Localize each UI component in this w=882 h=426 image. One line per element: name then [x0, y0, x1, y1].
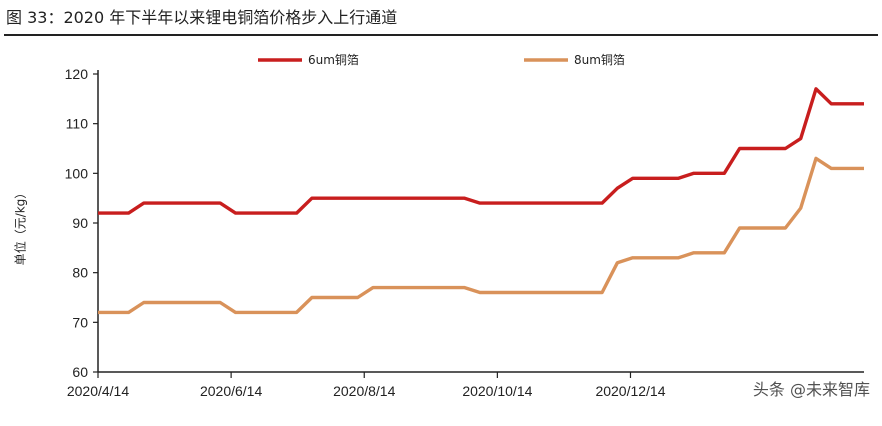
x-tick-label: 2020/10/14: [462, 383, 532, 399]
x-tick-label: 2020/6/14: [200, 383, 262, 399]
legend-label-6um: 6um铜箔: [308, 52, 359, 67]
y-tick-label: 100: [65, 165, 89, 181]
y-tick-label: 120: [65, 66, 89, 82]
title-rule: [4, 34, 878, 36]
x-tick-label: 2020/4/14: [67, 383, 129, 399]
x-tick-label: 2020/12/14: [595, 383, 665, 399]
series-line-6um: [98, 87, 864, 215]
watermark: 头条 @未来智库: [752, 380, 870, 399]
y-axis-label: 单位（元/kg）: [13, 186, 28, 266]
series-line-8um: [98, 156, 864, 315]
chart-legend: 6um铜箔 8um铜箔: [258, 52, 625, 67]
x-tick-label: 2020/8/14: [333, 383, 395, 399]
legend-label-8um: 8um铜箔: [574, 52, 625, 67]
y-tick-label: 110: [66, 116, 89, 132]
figure-title: 图 33：2020 年下半年以来锂电铜箔价格步入上行通道: [6, 8, 398, 27]
chart-series: [98, 87, 864, 315]
y-tick-label: 90: [72, 215, 88, 231]
y-tick-label: 70: [72, 314, 88, 330]
y-tick-label: 60: [72, 364, 88, 380]
y-tick-label: 80: [72, 265, 88, 281]
chart-axes: 60 70 80 90 100 110 120 2020/4/14 2020/6/14 2020/…: [65, 66, 864, 399]
